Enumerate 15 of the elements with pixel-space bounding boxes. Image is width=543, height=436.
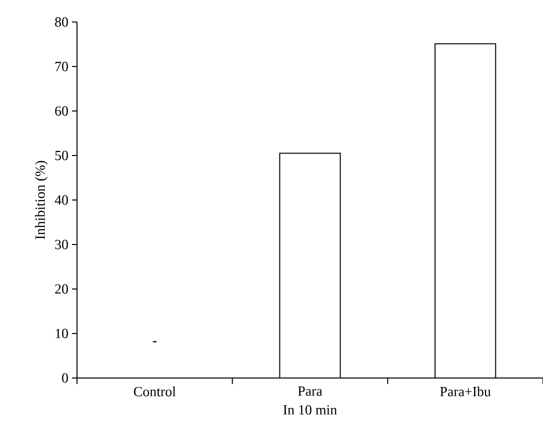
y-tick-label: 20 <box>55 284 68 294</box>
y-tick-label: 10 <box>56 328 68 338</box>
y-tick-label: 80 <box>55 17 68 27</box>
y-tick-label: 50 <box>55 150 68 160</box>
x-tick-label: Para+Ibu <box>440 386 491 396</box>
y-tick-label: 30 <box>55 240 68 250</box>
x-tick-label: Control <box>134 386 176 396</box>
y-tick-label: 60 <box>55 106 68 116</box>
y-tick-label: 0 <box>62 373 68 383</box>
x-tick-label: Para <box>298 386 322 396</box>
x-axis-title: In 10 min <box>283 405 337 415</box>
y-tick-label: 70 <box>55 62 68 72</box>
annotation: - <box>152 341 156 342</box>
y-axis-title: Inhibition (%) <box>35 160 48 240</box>
y-tick-label: 40 <box>54 195 68 205</box>
